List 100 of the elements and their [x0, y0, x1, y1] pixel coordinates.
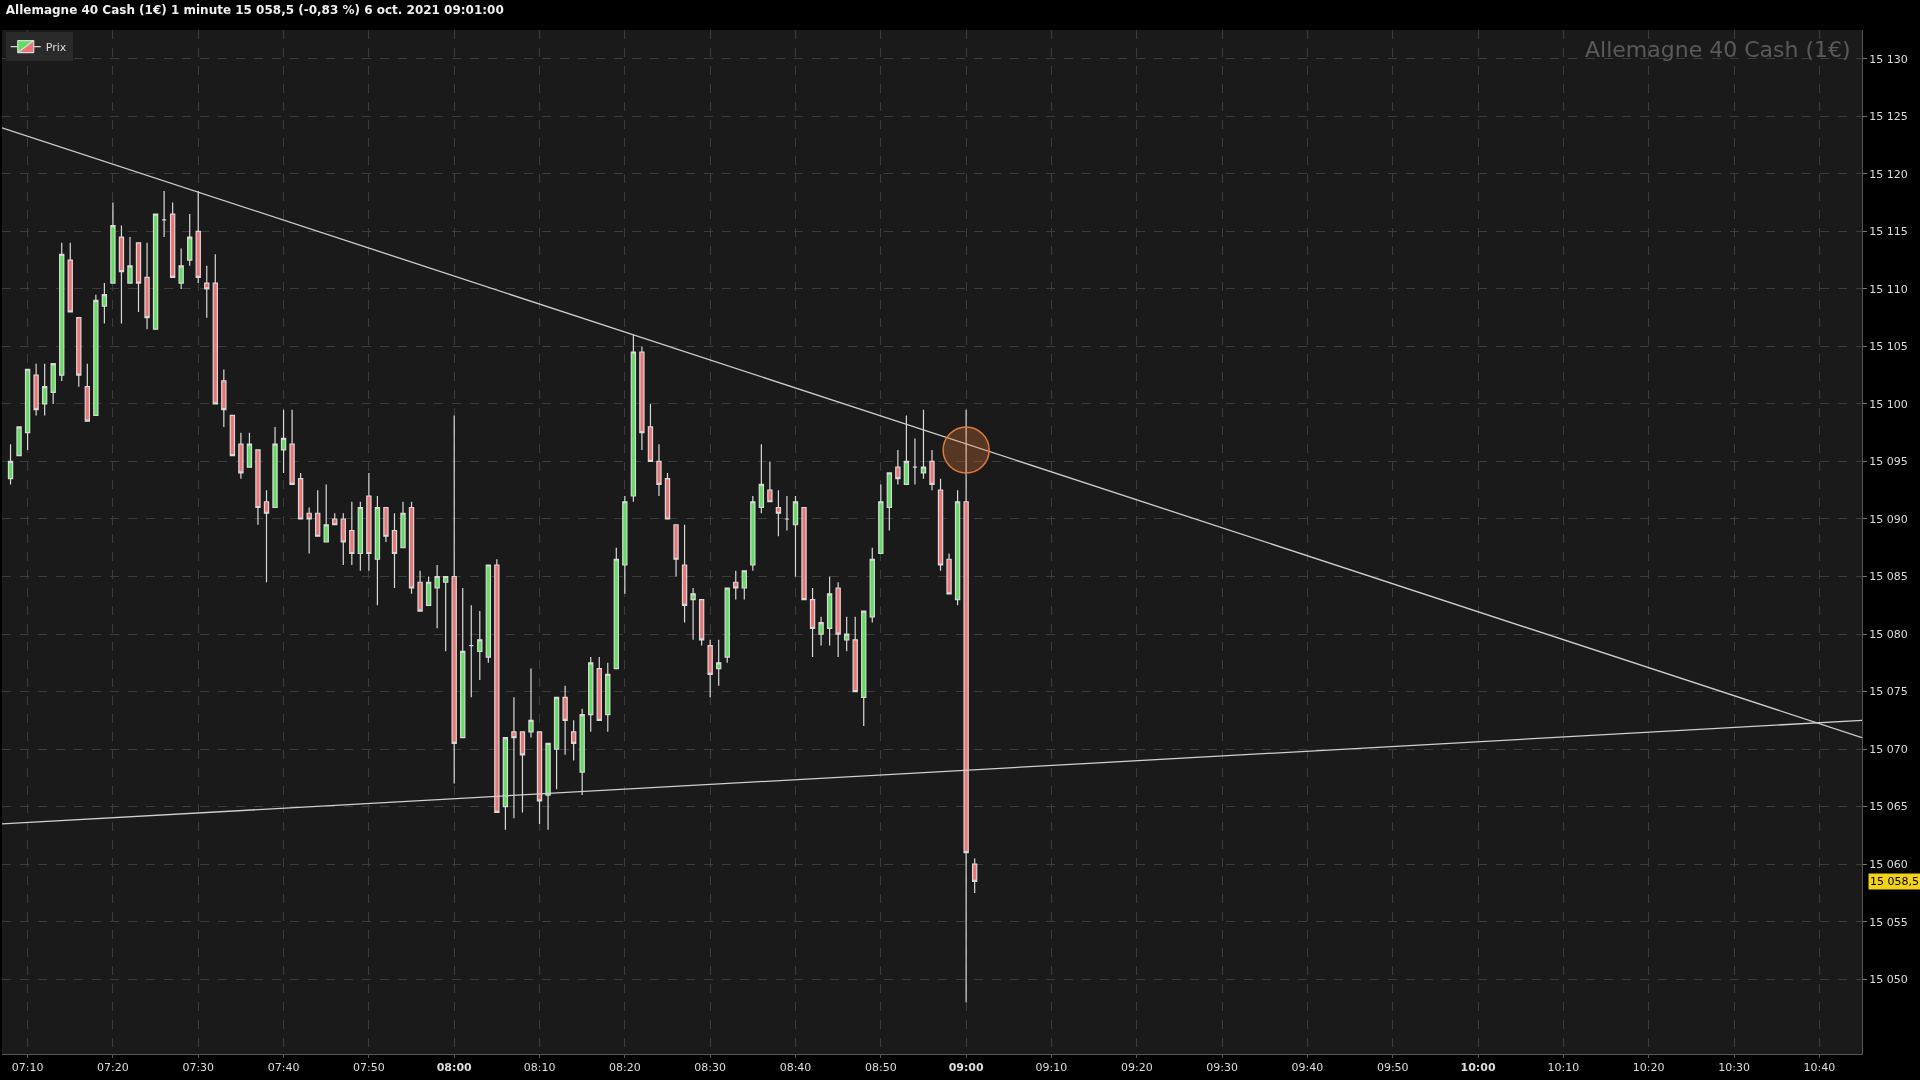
- candlestick: [750, 495, 756, 572]
- y-tick-label: 15 070: [1869, 742, 1908, 756]
- candlestick: [59, 242, 65, 382]
- x-tick-label: 10:30: [1718, 1061, 1750, 1075]
- candlestick: [67, 242, 73, 313]
- candlestick: [954, 489, 961, 606]
- candlestick: [280, 409, 287, 474]
- candlestick: [716, 639, 722, 687]
- candlestick: [690, 587, 696, 641]
- candlestick: [468, 604, 474, 698]
- candlestick: [16, 426, 22, 457]
- candlestick: [366, 472, 372, 572]
- y-tick-label: 15 130: [1869, 52, 1908, 66]
- candlestick: [255, 449, 261, 526]
- x-tick-label: 09:20: [1120, 1061, 1153, 1075]
- candlestick: [826, 575, 833, 647]
- candlestick: [946, 552, 952, 595]
- y-tick-label: 15 095: [1869, 455, 1908, 469]
- x-tick-label: 08:00: [436, 1061, 473, 1075]
- candlestick: [135, 242, 142, 313]
- candlestick: [861, 610, 867, 727]
- y-tick-label: 15 125: [1869, 110, 1908, 124]
- candlestick: [724, 587, 730, 664]
- x-tick-label: 10:20: [1632, 1061, 1665, 1075]
- candlestick: [605, 662, 611, 733]
- candlestick: [869, 547, 875, 624]
- candlestick: [818, 616, 824, 647]
- candlestick: [767, 460, 773, 503]
- candlestick: [33, 363, 39, 417]
- candlestick: [852, 616, 858, 693]
- x-tick-label: 07:50: [353, 1061, 385, 1075]
- candlestick: [144, 242, 150, 330]
- y-tick-label: 15 050: [1869, 973, 1908, 987]
- y-tick-label: 15 085: [1869, 570, 1908, 584]
- candlestick: [76, 317, 82, 388]
- candlestick: [101, 282, 108, 324]
- candlestick: [323, 483, 329, 543]
- candlestick: [656, 443, 662, 497]
- candlestick: [553, 696, 560, 790]
- candlestick: [306, 506, 312, 555]
- candlestick: [741, 570, 747, 601]
- candlestick: [843, 616, 850, 652]
- candlestick: [93, 294, 99, 417]
- candlestick: [733, 570, 739, 601]
- candlestick: [297, 472, 304, 520]
- candlestick: [400, 501, 406, 549]
- candlestick: [315, 489, 321, 537]
- candlestick: [622, 495, 628, 595]
- candlestick: [41, 363, 48, 417]
- candlestick: [681, 524, 688, 624]
- candlestick: [801, 506, 807, 601]
- candlestick: [110, 201, 116, 284]
- candlestick: [519, 731, 526, 813]
- candlestick: [127, 236, 133, 284]
- candlestick: [289, 409, 295, 486]
- candlestick: [639, 345, 645, 451]
- candlestick: [784, 495, 790, 532]
- candlestick: [24, 368, 31, 451]
- x-tick-label: 08:30: [694, 1061, 727, 1075]
- candlestick: [613, 547, 619, 670]
- candlestick: [272, 426, 278, 509]
- candlestick: [878, 483, 884, 555]
- candlestick: [929, 449, 935, 491]
- x-tick-label: 08:50: [864, 1061, 897, 1075]
- candlestick: [596, 656, 602, 721]
- candlestick: [434, 564, 440, 629]
- y-tick-label: 15 105: [1869, 340, 1908, 354]
- candlestick: [178, 248, 184, 290]
- candlestick: [477, 610, 483, 681]
- candlestick: [588, 656, 594, 733]
- candlestick: [357, 501, 364, 572]
- candlestick: [152, 213, 159, 330]
- y-tick-label: 15 115: [1869, 225, 1908, 239]
- x-tick-label: 10:00: [1460, 1061, 1496, 1075]
- candlestick: [971, 857, 978, 894]
- candlestick: [485, 564, 492, 664]
- candlestick: [408, 501, 415, 595]
- candlestick: [332, 512, 338, 526]
- candlestick: [570, 719, 577, 762]
- y-tick-label: 15 055: [1869, 915, 1908, 929]
- x-tick-label: 10:40: [1803, 1061, 1836, 1075]
- candlestick: [698, 598, 705, 647]
- candlestick: [7, 443, 14, 486]
- chart-subtitle: Allemagne 40 Cash (1€): [1585, 37, 1851, 62]
- x-tick-label: 07:20: [97, 1061, 129, 1075]
- candlestick: [169, 201, 176, 278]
- x-tick-label: 10:10: [1547, 1061, 1580, 1075]
- legend-label: Prix: [45, 40, 67, 54]
- candlestick: [664, 472, 671, 520]
- candlestick: [349, 501, 355, 566]
- candlestick: [775, 489, 782, 537]
- x-tick-label: 09:30: [1206, 1061, 1238, 1075]
- candlestick: [912, 437, 918, 486]
- candlestick: [84, 363, 91, 422]
- candlestick: [50, 363, 56, 405]
- candlestick: [383, 506, 389, 543]
- candlestick: [425, 575, 432, 606]
- candlestick: [161, 190, 167, 238]
- y-tick-label: 15 100: [1869, 397, 1908, 411]
- y-tick-label: 15 090: [1869, 512, 1908, 526]
